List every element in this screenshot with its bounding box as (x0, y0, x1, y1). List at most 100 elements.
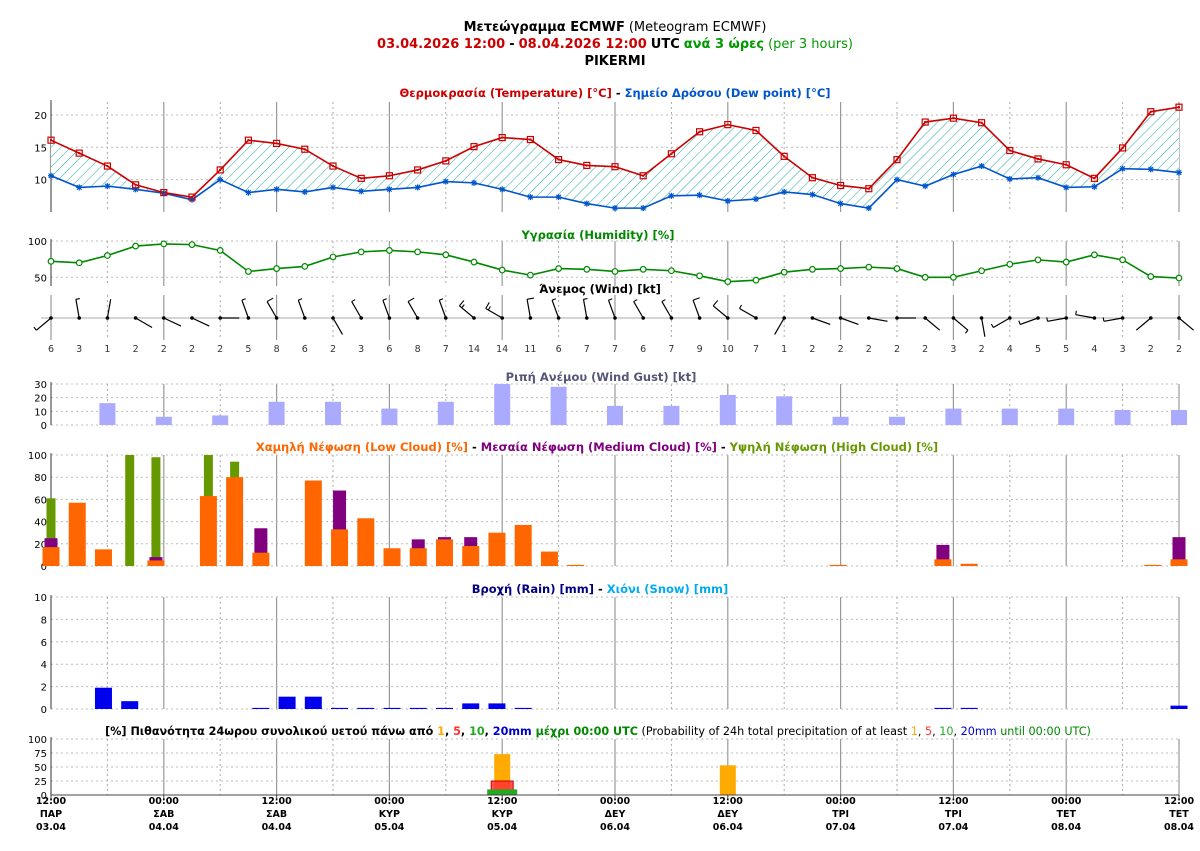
temp-title-part: Θερμοκρασία (Temperature) [°C] (399, 86, 611, 100)
temperature-point-dot (162, 191, 165, 194)
low-cloud-bar (226, 477, 244, 566)
wind-barb (582, 298, 589, 320)
precip-title-part: Χιόνι (Snow) [mm] (607, 582, 729, 596)
probability-title-part: [%] Πιθανότητα 24ωρου συνολικού υετού πά… (105, 725, 437, 738)
gust-bar (99, 403, 116, 425)
high-cloud-bar (125, 455, 135, 566)
temperature-point-dot (698, 130, 701, 133)
medium-cloud-bar (1172, 537, 1186, 566)
dewpoint-point (950, 171, 957, 178)
temperature-point-dot (585, 164, 588, 167)
cloud-y-tick-label: 20 (34, 540, 47, 551)
low-cloud-bar (68, 502, 86, 566)
rain-bar (488, 703, 506, 709)
wind-barb (1075, 310, 1097, 320)
wind-barb (979, 316, 986, 337)
humidity-point (414, 248, 422, 256)
gust-bar (550, 386, 567, 425)
period-utc: UTC (651, 37, 680, 52)
gust-title: Ριπή Ανέμου (Wind Gust) [kt] (506, 370, 697, 384)
wind-barb (266, 297, 279, 320)
probability-title-part: 5 (453, 725, 461, 738)
rain-y-tick-label: 2 (41, 683, 47, 694)
wind-barb (1018, 316, 1040, 326)
humidity-point (752, 276, 760, 284)
temperature-point-dot (1121, 146, 1124, 149)
wind-speed-label: 3 (76, 344, 82, 355)
gust-bar (155, 416, 172, 425)
x-axis-date-label: 04.04 (262, 822, 292, 833)
wind-speed-label: 2 (217, 344, 223, 355)
cloud-y-tick-label: 80 (34, 473, 47, 484)
low-cloud-bar (960, 563, 978, 566)
gust-bar (832, 416, 849, 425)
temperature-point-dot (980, 121, 983, 124)
cloud-y-tick-label: 60 (34, 495, 47, 506)
rain-bar (304, 696, 322, 709)
temperature-point (470, 143, 478, 151)
humidity-point (244, 268, 252, 275)
temperature-point (1147, 108, 1155, 116)
wind-speed-label: 1 (781, 344, 787, 355)
humidity-point (837, 265, 844, 272)
wind-title: Άνεμος (Wind) [kt] (539, 282, 661, 296)
wind-barb (407, 297, 420, 320)
humidity-point (893, 265, 901, 272)
gust-bar (437, 401, 454, 425)
humidity-point (188, 241, 196, 249)
wind-speed-label: 2 (1148, 344, 1154, 355)
temperature-point (1118, 144, 1127, 152)
gust-bar (945, 408, 962, 425)
dewpoint-point (1035, 174, 1041, 181)
wind-speed-label: 4 (1091, 344, 1097, 355)
wind-barb (867, 316, 888, 322)
humidity-point (1034, 256, 1042, 264)
temperature-point (949, 114, 958, 122)
low-cloud-bar (514, 524, 532, 566)
temperature-point (103, 162, 112, 170)
dewpoint-point (753, 196, 759, 203)
wind-barb (351, 299, 364, 320)
temperature-point (1175, 103, 1183, 111)
dewpoint-point (245, 189, 252, 196)
wind-speed-label: 3 (1120, 344, 1126, 355)
dewpoint-point (386, 186, 393, 193)
wind-speed-label: 10 (722, 344, 734, 355)
precip-title: Βροχή (Rain) [mm] - Χιόνι (Snow) [mm] (472, 582, 729, 596)
rain-bar (278, 696, 296, 709)
wind-speed-label: 3 (358, 344, 364, 355)
temperature-point (836, 181, 845, 190)
wind-speed-label: 5 (245, 344, 251, 355)
rain-y-tick-label: 8 (41, 615, 47, 626)
x-axis-date-label: 04.04 (149, 822, 179, 833)
wind-speed-label: 8 (415, 344, 421, 355)
rain-bar (435, 707, 453, 709)
wind-speed-label: 5 (1035, 344, 1041, 355)
wind-speed-label: 6 (640, 344, 646, 355)
dewpoint-point (330, 184, 336, 191)
humidity-point (75, 259, 83, 267)
wind-barb (923, 316, 941, 331)
dewpoint-point (358, 188, 365, 195)
title-greek: Μετεώγραμμα ECMWF (464, 20, 625, 35)
wind-barb (1177, 316, 1194, 331)
wind-barb (459, 300, 476, 320)
gust-y-tick-label: 30 (34, 380, 47, 391)
humidity-point (1062, 258, 1070, 266)
gust-bar (663, 405, 680, 425)
wind-speed-label: 7 (584, 344, 590, 355)
low-cloud-bar (357, 518, 375, 566)
x-axis-weekday-label: ΤΡΙ (832, 809, 849, 820)
humidity-point (329, 253, 337, 261)
low-cloud-bar (331, 529, 349, 566)
x-axis-date-label: 07.04 (938, 822, 968, 833)
wind-barb (75, 298, 81, 320)
period-dash: - (509, 37, 514, 52)
gust-bar (268, 401, 285, 425)
rain-bar (1170, 705, 1188, 709)
temperature-point (1062, 161, 1070, 169)
probability-title-part: 1 (437, 725, 445, 738)
dewpoint-point (668, 192, 675, 199)
wind-barb (162, 316, 182, 327)
